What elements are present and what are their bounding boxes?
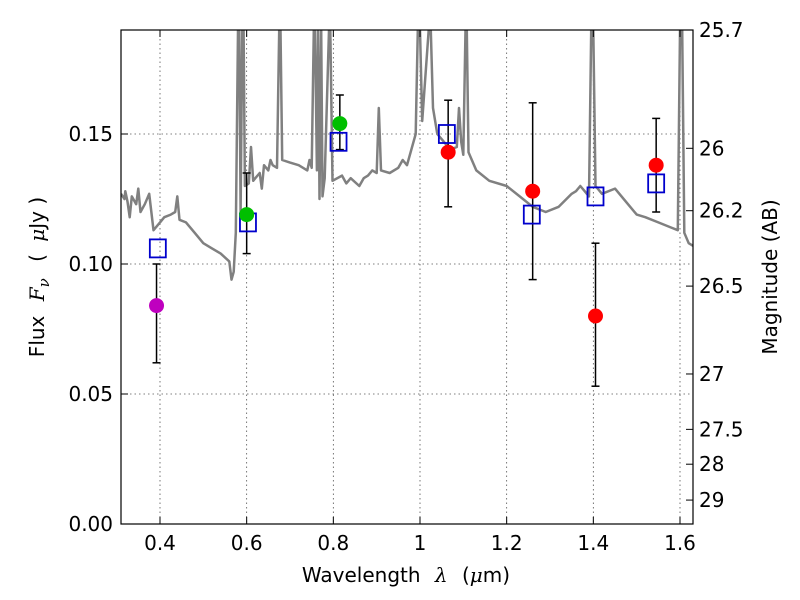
error-bars xyxy=(152,94,661,387)
model-point xyxy=(148,238,167,259)
x-tick-label: 0.8 xyxy=(317,531,349,555)
model-point xyxy=(437,124,456,144)
model-photometry xyxy=(148,124,666,259)
y-tick-label: 0.00 xyxy=(68,512,113,536)
model-point xyxy=(647,173,666,194)
observed-point xyxy=(239,207,255,223)
y-axis-label: Flux Fν ( μJy ) xyxy=(25,197,54,357)
y2-axis-label: Magnitude (AB) xyxy=(758,199,782,354)
model-point xyxy=(522,204,541,225)
y2-tick-label: 27 xyxy=(699,362,724,386)
grid xyxy=(121,30,693,524)
model-point xyxy=(329,131,348,152)
y2-tick-label: 26.5 xyxy=(699,274,744,298)
x-tick-label: 1 xyxy=(414,531,427,555)
y2-tick-label: 28 xyxy=(699,452,724,476)
plot-frame xyxy=(120,29,694,525)
observed-point xyxy=(149,298,165,314)
y2-tick-label: 29 xyxy=(699,488,724,512)
x-tick-label: 0.4 xyxy=(144,531,176,555)
model-spectrum xyxy=(121,30,693,281)
observed-point xyxy=(525,183,541,199)
tick-labels: 0.4 0.6 0.8 1 1.2 1.4 1.6 0.00 0.05 0.10 0.15 25.7 2… xyxy=(68,18,743,555)
x-axis-label: Wavelength λ (μm) xyxy=(302,563,510,587)
x-tick-label: 1.6 xyxy=(664,531,696,555)
x-tick-label: 1.2 xyxy=(491,531,523,555)
y2-tick-label: 26.2 xyxy=(699,199,744,223)
x-tick-label: 0.6 xyxy=(231,531,263,555)
observed-photometry xyxy=(149,116,664,324)
axis-ticks xyxy=(121,29,693,525)
observed-point xyxy=(588,308,603,324)
y-tick-label: 0.10 xyxy=(68,252,113,276)
y2-tick-label: 27.5 xyxy=(699,417,744,441)
observed-point xyxy=(332,116,348,132)
observed-point xyxy=(648,157,664,173)
y2-tick-label: 25.7 xyxy=(699,18,744,42)
model-point xyxy=(586,186,605,207)
spectrum-line xyxy=(121,30,693,281)
y-tick-label: 0.15 xyxy=(68,122,113,146)
x-tick-label: 1.4 xyxy=(577,531,609,555)
y2-tick-label: 26 xyxy=(699,136,724,160)
y-tick-label: 0.05 xyxy=(68,382,113,406)
observed-point xyxy=(440,144,456,160)
